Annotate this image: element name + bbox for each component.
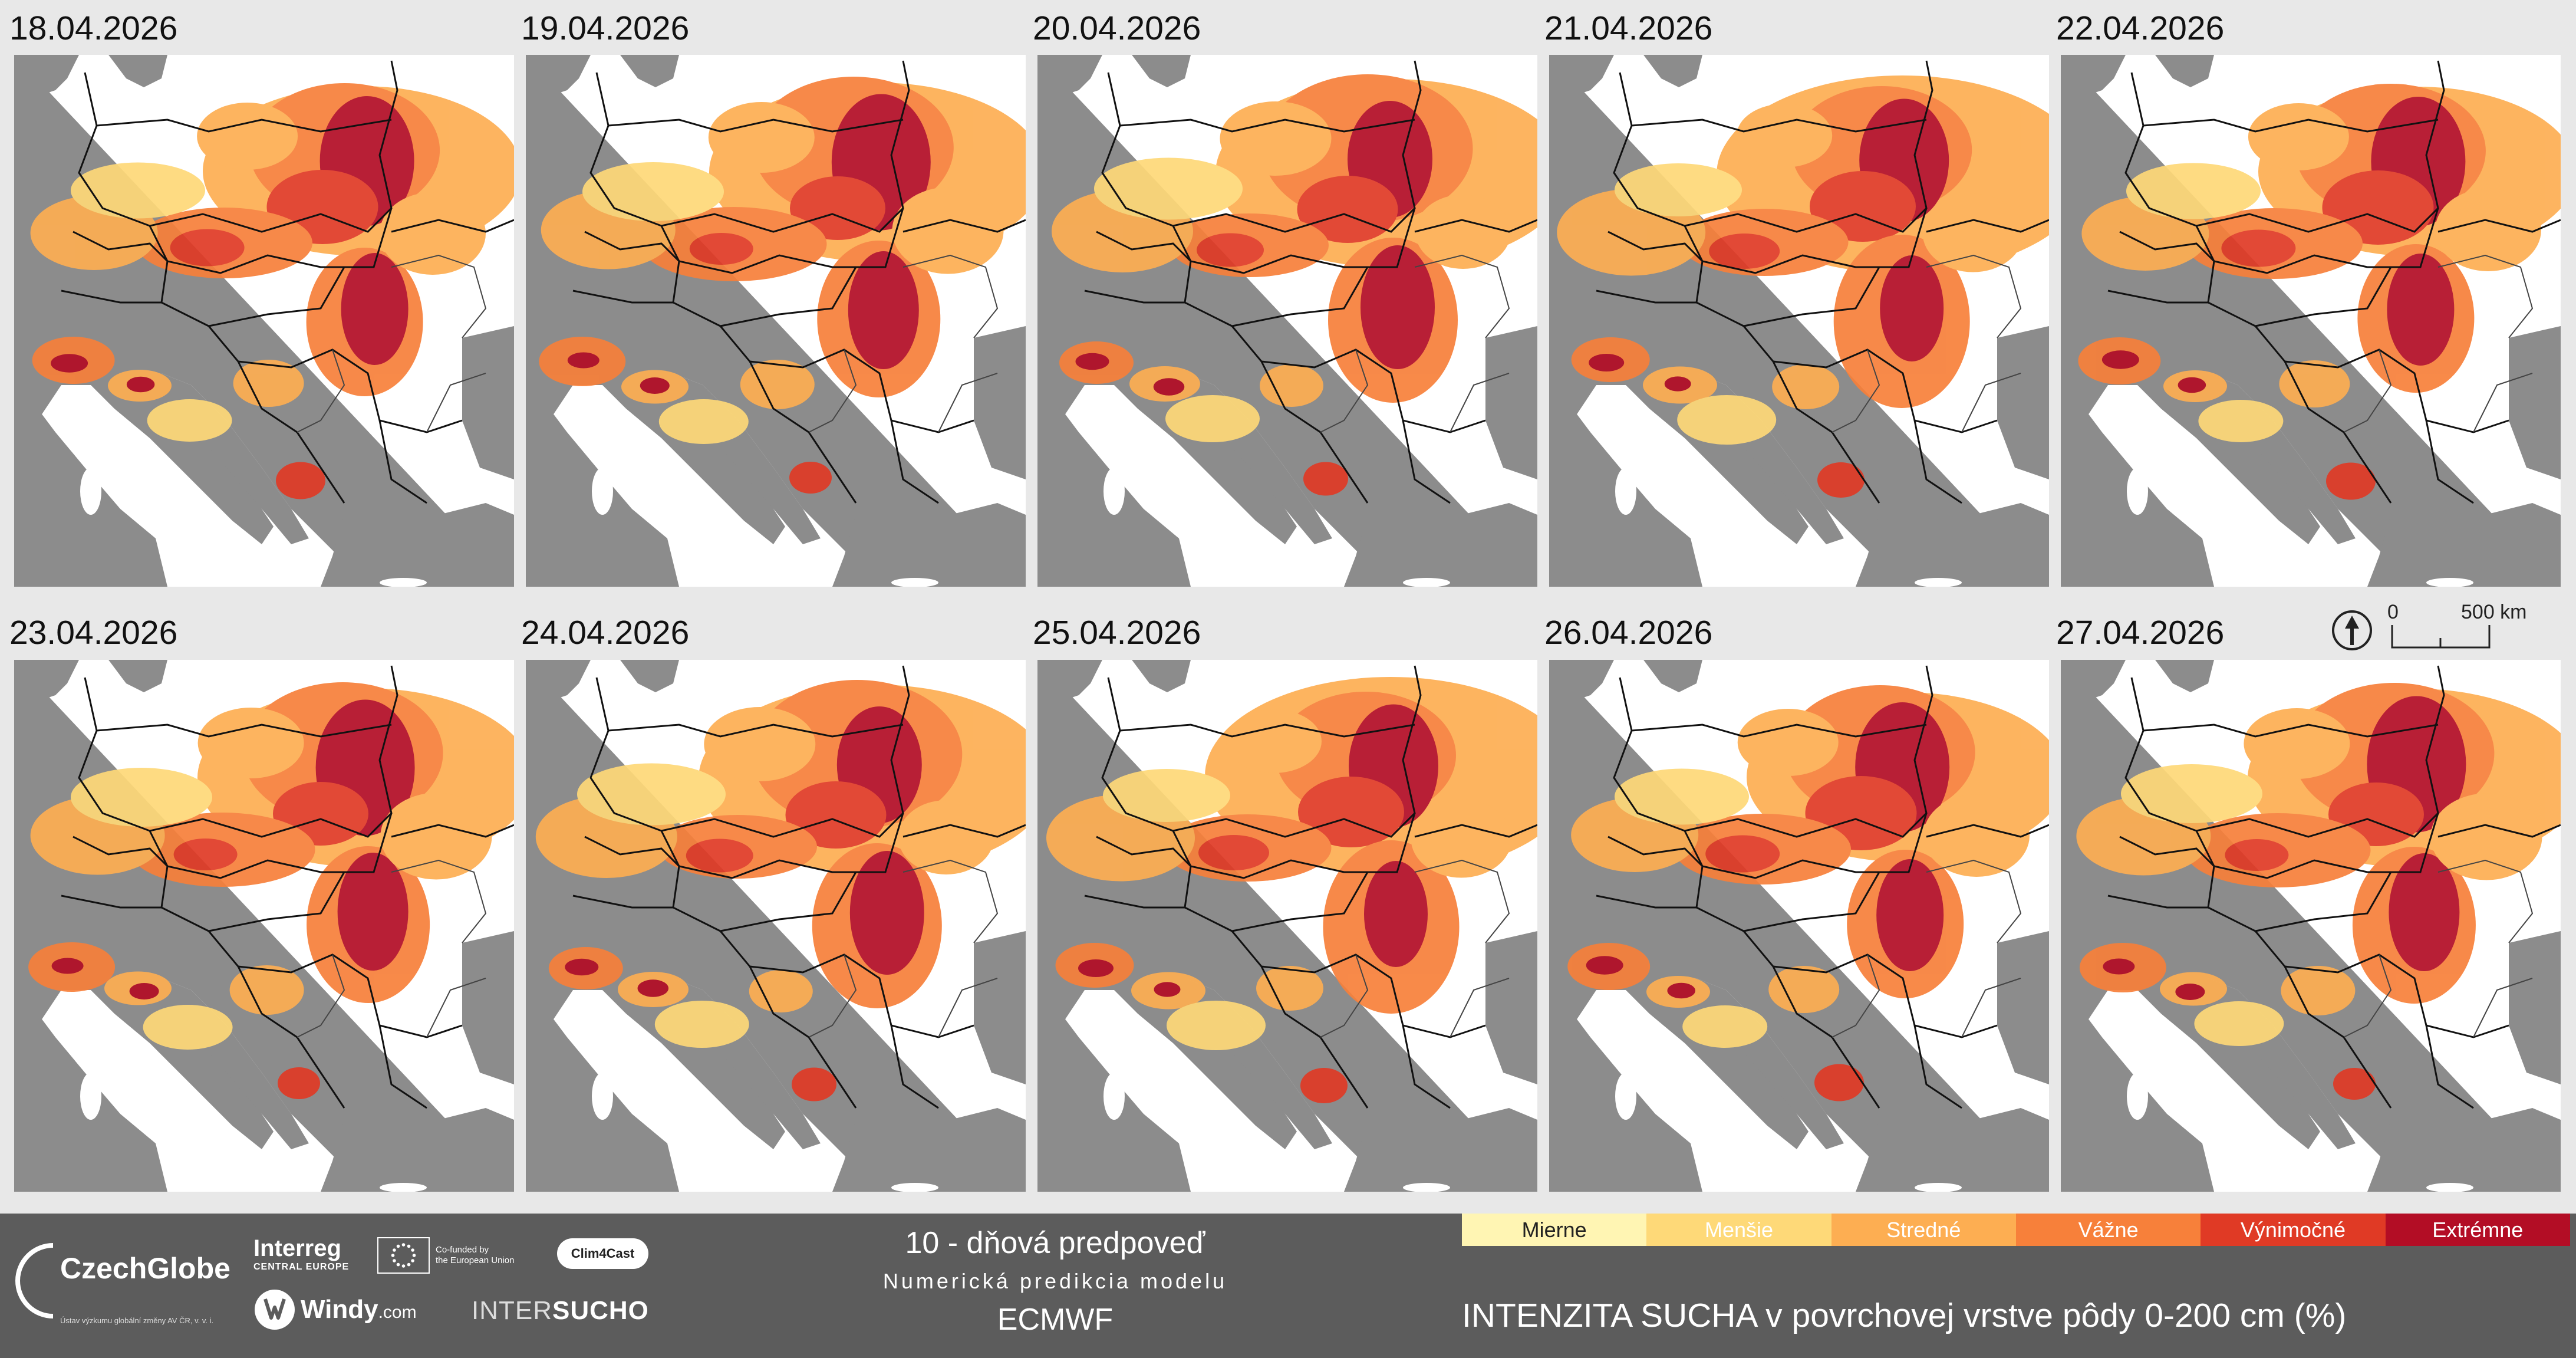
czechglobe-name: CzechGlobe [60, 1252, 230, 1285]
panel-date: 19.04.2026 [521, 9, 690, 47]
windy-name: Windy [301, 1295, 378, 1324]
legend-item: Stredné [1831, 1214, 2016, 1246]
intersucho-bold: SUCHO [552, 1296, 649, 1325]
interreg-logo: Interreg CENTRAL EUROPE [253, 1235, 349, 1272]
eu-line2: the European Union [436, 1255, 515, 1265]
legend-item: Menšie [1646, 1214, 1831, 1246]
forecast-title: 10 - dňová predpoveď [905, 1226, 1205, 1260]
legend-item: Mierne [1462, 1214, 1647, 1246]
forecast-subtitle: Numerická predikcia modelu [882, 1269, 1228, 1293]
legend-item: Výnimočné [2201, 1214, 2386, 1246]
globe-arc-icon [15, 1243, 54, 1318]
panel-date: 25.04.2026 [1033, 614, 1201, 652]
scale-ruler [2391, 625, 2491, 649]
windy-icon [255, 1290, 295, 1330]
drought-map [14, 55, 514, 587]
scale-zero-label: 0 [2387, 603, 2399, 623]
interreg-sub: CENTRAL EUROPE [253, 1262, 350, 1272]
intersucho-prefix: INTER [472, 1296, 552, 1325]
drought-map [2061, 660, 2561, 1192]
panel-date: 23.04.2026 [9, 614, 178, 652]
windy-suffix: .com [378, 1303, 417, 1322]
legend-item: Extrémne [2385, 1214, 2570, 1246]
drought-map [1549, 55, 2049, 587]
windy-logo: Windy.com [253, 1288, 417, 1331]
czechglobe-subtitle: Ústav výzkumu globální změny AV ČR, v. v… [60, 1316, 214, 1325]
forecast-info: 10 - dňová predpoveď Numerická predikcia… [760, 1225, 1350, 1337]
interreg-name: Interreg [253, 1235, 341, 1261]
legend-title: INTENZITA SUCHA v povrchovej vrstve pôdy… [1462, 1297, 2347, 1334]
drought-map [2061, 55, 2561, 587]
eu-flag-icon [377, 1237, 430, 1274]
scale-distance-label: 500 km [2461, 603, 2527, 623]
drought-map [526, 55, 1026, 587]
panel-date: 24.04.2026 [521, 614, 690, 652]
panel-date: 22.04.2026 [2056, 9, 2225, 47]
drought-map [1037, 660, 1537, 1192]
drought-map [526, 660, 1026, 1192]
panel-date: 21.04.2026 [1544, 9, 1713, 47]
drought-map [14, 660, 514, 1192]
eu-line1: Co-funded by [436, 1245, 489, 1255]
panel-date: 27.04.2026 [2056, 614, 2225, 652]
drought-map [1549, 660, 2049, 1192]
legend-item: Vážne [2015, 1214, 2201, 1246]
panel-date: 26.04.2026 [1544, 614, 1713, 652]
panel-date: 18.04.2026 [9, 9, 178, 47]
forecast-model: ECMWF [997, 1303, 1114, 1337]
intersucho-logo: INTERSUCHO [472, 1296, 649, 1326]
eu-cofunded-logo: Co-funded by the European Union [377, 1237, 514, 1274]
drought-map [1037, 55, 1537, 587]
scale-bar: 0 500 km [2332, 603, 2527, 650]
czechglobe-logo: CzechGlobe Ústav výzkumu globální změny … [12, 1228, 236, 1346]
north-arrow-icon [2332, 610, 2372, 650]
map-grid: 18.04.2026 19.04.2026 20.04.2026 21.04.2026… [9, 9, 2561, 1192]
clim4cast-logo: Clim4Cast [557, 1238, 648, 1269]
drought-legend: Mierne Menšie Stredné Vážne Výnimočné Extrémn… [1462, 1214, 2570, 1246]
panel-date: 20.04.2026 [1033, 9, 1201, 47]
partner-logos: Interreg CENTRAL EUROPE Co-funded by the… [253, 1227, 654, 1344]
